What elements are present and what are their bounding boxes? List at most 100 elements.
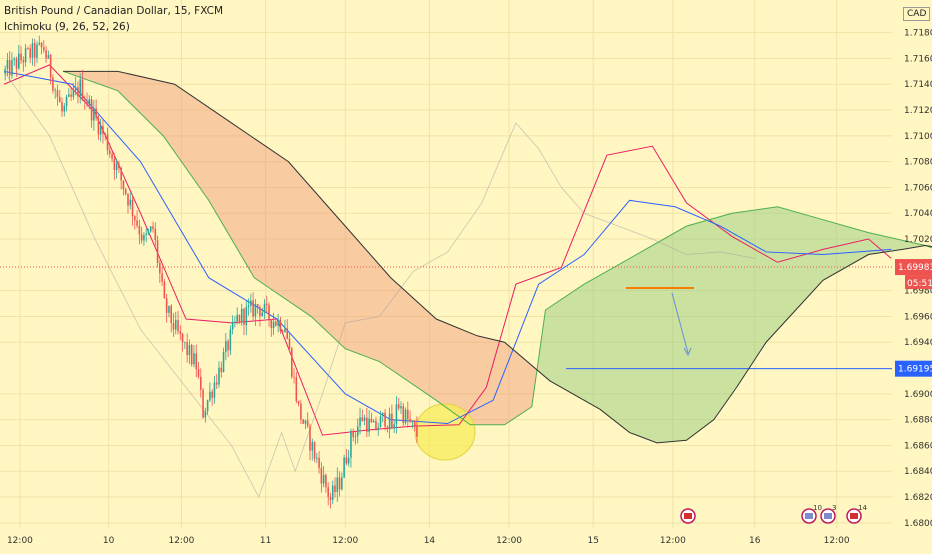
candle-body: [240, 308, 243, 323]
candle-body: [222, 352, 225, 373]
candle-body: [345, 457, 348, 464]
candle-body: [343, 457, 345, 478]
candle-body: [350, 430, 352, 458]
event-count-label: 14: [858, 504, 867, 512]
candle-body: [131, 199, 134, 217]
cloud-segment-1: [65, 71, 539, 425]
indicator-lines: [3, 64, 932, 499]
flag-icon: [684, 513, 692, 519]
candle-body: [338, 477, 341, 490]
event-markers[interactable]: 10 3 14: [680, 504, 867, 524]
candle-body: [45, 50, 47, 59]
candle-body: [275, 321, 277, 326]
candle-body: [186, 341, 188, 356]
candle-body: [65, 96, 68, 107]
candle-body: [149, 226, 152, 232]
candle-body: [204, 411, 207, 418]
candle-body: [379, 416, 382, 428]
candle-body: [147, 231, 150, 234]
time-tick-label: 12:00: [332, 536, 358, 546]
indicator-legend[interactable]: Ichimoku (9, 26, 52, 26): [4, 21, 130, 33]
candle-body: [68, 94, 70, 97]
candle-body: [156, 240, 159, 263]
candle-body: [334, 485, 336, 493]
last-price-badge: [895, 259, 932, 276]
candle-body: [347, 457, 350, 464]
candle-body: [388, 413, 391, 430]
candle-body: [124, 189, 127, 195]
candle-body: [115, 163, 118, 171]
candle-body: [77, 87, 79, 97]
candle-body: [238, 314, 241, 323]
candle-body: [277, 319, 279, 326]
candle-body: [97, 117, 100, 135]
candle-body: [15, 58, 18, 69]
event-count-label: 10: [813, 504, 822, 512]
candle-body: [90, 99, 93, 121]
candle-body: [27, 48, 29, 50]
candle-body: [31, 43, 34, 58]
event-count-label: 3: [832, 504, 836, 512]
candle-body: [293, 376, 295, 378]
candle-body: [211, 391, 213, 398]
price-axis[interactable]: 1.71800 1.71600 1.71400 1.71200 1.71000 1.708…: [895, 29, 932, 529]
candle-body: [309, 426, 311, 451]
time-tick-label: 12:00: [168, 536, 194, 546]
candle-body: [225, 341, 227, 353]
candle-body: [229, 329, 232, 351]
symbol-title[interactable]: British Pound / Canadian Dollar, 15, FXC…: [4, 5, 224, 17]
candle-body: [372, 420, 375, 423]
candle-body: [13, 58, 16, 60]
candle-body: [74, 87, 77, 91]
candle-body: [43, 47, 45, 51]
candle-body: [33, 43, 36, 58]
candle-body: [170, 305, 172, 324]
candle-body: [8, 60, 11, 76]
candle-body: [227, 341, 229, 351]
candle-body: [231, 322, 234, 330]
candle-body: [20, 53, 22, 61]
currency-label[interactable]: CAD: [903, 7, 931, 21]
candle-body: [63, 106, 66, 112]
candle-body: [22, 60, 25, 63]
candle-body: [184, 341, 186, 343]
candle-body: [111, 153, 113, 159]
time-axis[interactable]: 12:00 10 12:00 11 12:00 14 12:00 15 12:00 16 12:00: [7, 536, 850, 546]
price-tick-label: 1.70200: [904, 235, 932, 245]
price-tick-label: 1.68200: [904, 493, 932, 503]
candles: [4, 35, 418, 509]
flag-icon: [805, 513, 813, 519]
time-tick-label: 16: [749, 536, 761, 546]
flag-icon: [850, 513, 858, 519]
candle-body: [416, 425, 418, 437]
candle-body: [361, 417, 364, 421]
candle-body: [18, 53, 20, 69]
candle-body: [81, 79, 84, 101]
candle-body: [395, 404, 398, 425]
price-tick-label: 1.70800: [904, 158, 932, 168]
candle-body: [11, 59, 13, 76]
candle-body: [58, 96, 61, 103]
candle-body: [306, 420, 309, 427]
countdown-badge: [905, 275, 932, 290]
candle-body: [313, 442, 316, 459]
candle-body: [329, 496, 332, 500]
senkou-a-line: [62, 70, 932, 426]
candle-body: [72, 90, 75, 97]
target-price-label: 1.69195: [898, 365, 932, 375]
price-tick-label: 1.71400: [904, 80, 932, 90]
candle-body: [120, 167, 122, 181]
candle-body: [295, 376, 298, 401]
time-tick-label: 14: [424, 536, 436, 546]
candle-body: [286, 328, 289, 339]
candle-body: [136, 220, 138, 226]
candle-body: [140, 234, 143, 241]
time-tick-label: 12:00: [824, 536, 850, 546]
countdown-label: 05:51: [907, 279, 932, 289]
candle-body: [4, 68, 6, 74]
candle-body: [243, 308, 245, 325]
projection-arrow: [671, 292, 689, 354]
